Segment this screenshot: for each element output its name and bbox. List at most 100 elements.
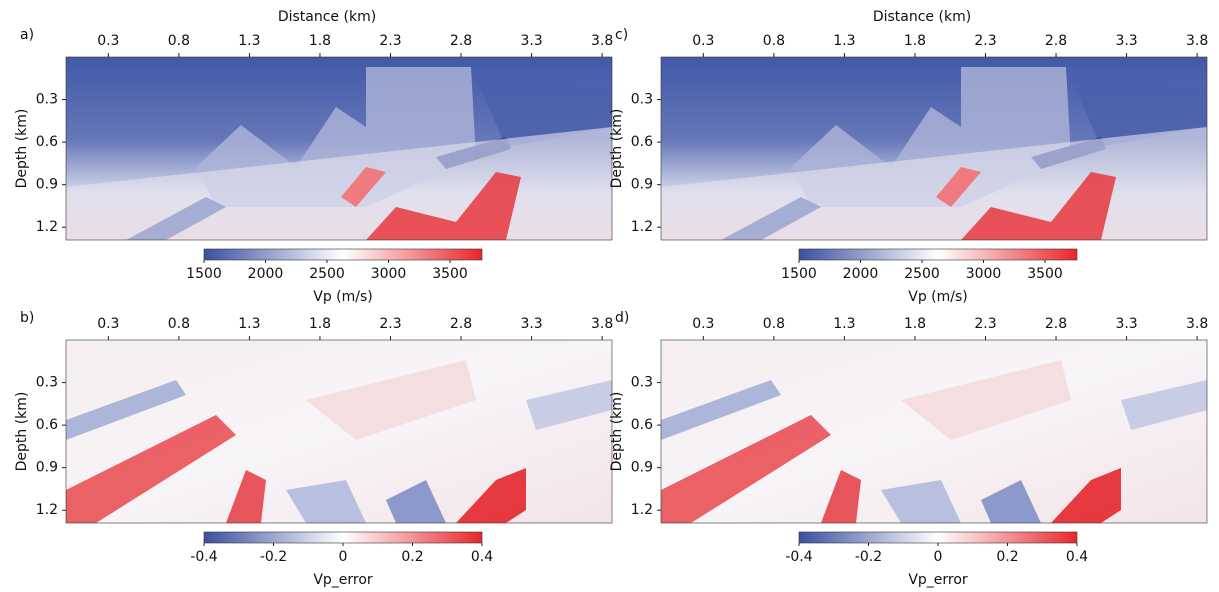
x-tick-label: 2.8 (450, 316, 472, 332)
x-axis-title: Distance (km) (873, 9, 971, 25)
image-structure (1121, 380, 1207, 430)
x-tick-label: 3.3 (1115, 33, 1137, 49)
x-tick-label: 0.3 (692, 316, 714, 332)
plot-frame (65, 339, 613, 524)
colorbar-label: Vp (m/s) (908, 289, 968, 305)
image-structure (961, 172, 1116, 240)
colorbar-tick-label: 3500 (1027, 266, 1063, 282)
y-tick-label: 0.9 (631, 177, 653, 193)
image-structure (341, 167, 386, 207)
x-axis-title: Distance (km) (278, 9, 376, 25)
colorbar-tick-label: 3500 (432, 266, 468, 282)
x-tick-label: 0.8 (763, 33, 785, 49)
y-axis-title: Depth (km) (14, 392, 30, 472)
y-tick-label: 0.6 (36, 134, 58, 150)
x-tick-label: 3.3 (520, 33, 542, 49)
colorbar-tick-label: -0.4 (190, 549, 217, 565)
colorbar-label: Vp_error (313, 572, 373, 588)
colorbar-tick-label: 0.2 (996, 549, 1018, 565)
colorbar-tick-label: 0.4 (1066, 549, 1088, 565)
image-structure (936, 167, 981, 207)
plot-frame (660, 339, 1208, 524)
image-structure (1051, 468, 1121, 523)
x-tick-label: 0.3 (692, 33, 714, 49)
x-tick-label: 3.3 (520, 316, 542, 332)
y-tick-label: 1.2 (631, 502, 653, 518)
colorbar (798, 531, 1078, 544)
image-structure (661, 380, 781, 440)
image-structure (386, 480, 446, 523)
panel-label: b) (20, 310, 34, 326)
x-tick-label: 2.8 (450, 33, 472, 49)
y-axis-title: Depth (km) (14, 109, 30, 189)
panel-label: a) (20, 27, 34, 43)
colorbar-tick-label: 0 (339, 549, 348, 565)
y-tick-label: 1.2 (631, 219, 653, 235)
colorbar-label: Vp (m/s) (313, 289, 373, 305)
x-tick-label: 1.3 (833, 33, 855, 49)
colorbar-label: Vp_error (908, 572, 968, 588)
colorbar-tick-label: 0 (934, 549, 943, 565)
colorbar-tick-label: -0.2 (855, 549, 882, 565)
panel-label: c) (615, 27, 628, 43)
y-tick-label: 0.6 (631, 134, 653, 150)
image-structure (306, 360, 476, 440)
panel: b) Depth (km) 0.3 0.8 1.3 1.8 2.3 2.8 3.3 3.8 0.3 0… (14, 310, 613, 588)
x-tick-label: 3.8 (1186, 316, 1208, 332)
y-tick-label: 1.2 (36, 502, 58, 518)
y-tick-label: 0.3 (631, 92, 653, 108)
x-tick-label: 1.3 (238, 33, 260, 49)
x-tick-label: 3.3 (1115, 316, 1137, 332)
x-tick-label: 3.8 (1186, 33, 1208, 49)
image-structure (661, 415, 831, 523)
x-tick-label: 1.3 (833, 316, 855, 332)
image-structure (1066, 67, 1207, 147)
colorbar (203, 248, 483, 261)
y-tick-label: 0.9 (631, 460, 653, 476)
colorbar-tick-label: 3000 (966, 266, 1002, 282)
x-tick-label: 0.3 (97, 316, 119, 332)
image-structure (821, 470, 861, 523)
x-tick-label: 0.8 (763, 316, 785, 332)
panel-label: d) (615, 310, 629, 326)
y-axis-title: Depth (km) (609, 392, 625, 472)
x-tick-label: 3.8 (591, 33, 613, 49)
image-structure (366, 172, 521, 240)
plot-frame (660, 56, 1208, 241)
colorbar-tick-label: -0.4 (785, 549, 812, 565)
y-axis-title: Depth (km) (609, 109, 625, 189)
x-tick-label: 0.8 (168, 316, 190, 332)
x-tick-label: 1.8 (904, 33, 926, 49)
y-tick-label: 0.3 (36, 375, 58, 391)
panel: c) Distance (km) Depth (km) 0.3 0.8 1.3 1.8 2.3… (609, 9, 1208, 305)
image-structure (456, 468, 526, 523)
colorbar-tick-label: 2000 (248, 266, 284, 282)
image-structure (526, 380, 612, 430)
y-tick-label: 1.2 (36, 219, 58, 235)
x-tick-label: 0.3 (97, 33, 119, 49)
x-tick-label: 2.8 (1045, 33, 1067, 49)
x-tick-label: 2.3 (974, 316, 996, 332)
x-tick-label: 2.3 (379, 316, 401, 332)
y-tick-label: 0.9 (36, 177, 58, 193)
y-tick-label: 0.6 (36, 417, 58, 433)
colorbar-tick-label: 3000 (371, 266, 407, 282)
image-structure (721, 197, 821, 240)
x-tick-label: 1.8 (309, 33, 331, 49)
colorbar-tick-label: 2500 (904, 266, 940, 282)
panel: d) Depth (km) 0.3 0.8 1.3 1.8 2.3 2.8 3.3 3.8 0.3 0… (609, 310, 1208, 588)
image-structure (66, 415, 236, 523)
colorbar-tick-label: 0.2 (401, 549, 423, 565)
y-tick-label: 0.3 (36, 92, 58, 108)
image-structure (901, 360, 1071, 440)
x-tick-label: 1.3 (238, 316, 260, 332)
plot-frame (65, 56, 613, 241)
x-tick-label: 0.8 (168, 33, 190, 49)
image-structure (981, 480, 1041, 523)
colorbar (203, 531, 483, 544)
colorbar (798, 248, 1078, 261)
y-tick-label: 0.9 (36, 460, 58, 476)
image-structure (66, 380, 186, 440)
colorbar-tick-label: 0.4 (471, 549, 493, 565)
